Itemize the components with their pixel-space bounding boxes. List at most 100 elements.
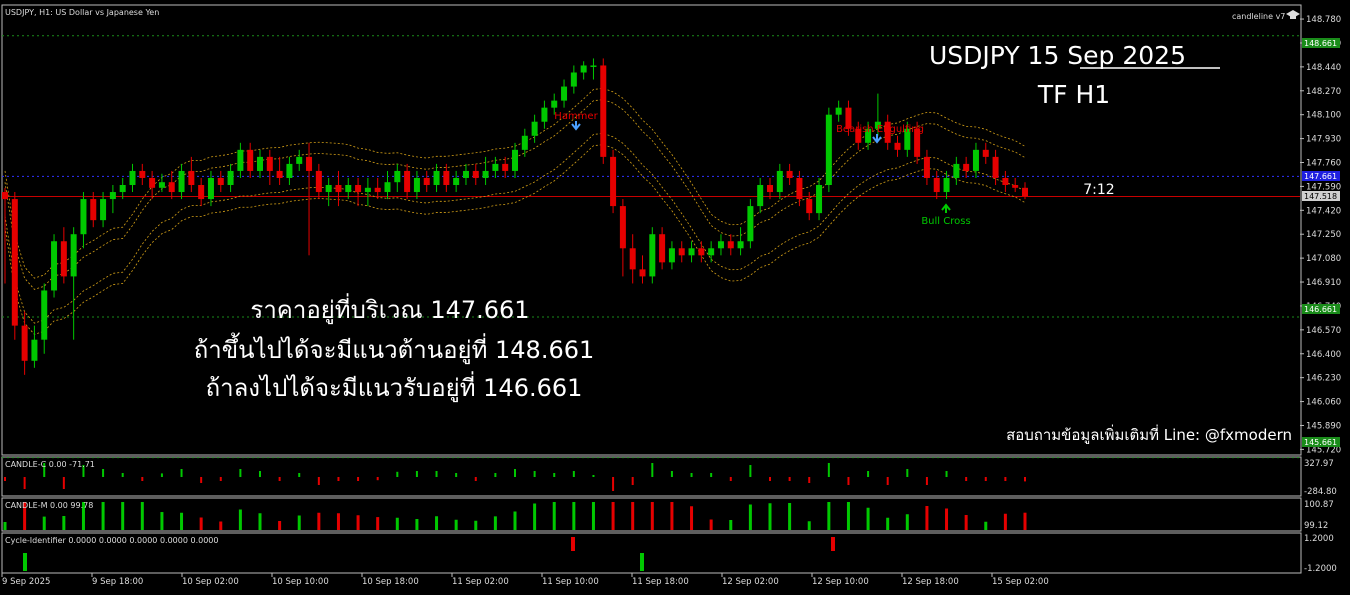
candle-c-bar [651,463,654,477]
y-tick-label: 146.060 [1306,398,1341,408]
candle-body [1022,187,1028,197]
candle-body [816,185,823,214]
cycle-top: 1.2000 [1304,534,1334,544]
candle-body [2,192,8,200]
price-tag-current: 147.518 [1302,191,1340,201]
candle-m-bar [23,502,27,530]
candle-m-bar [788,503,792,530]
candle-c-bar [1024,477,1026,482]
candle-c-bar [494,473,497,477]
thai-resistance-line: ถ้าขึ้นไปได้จะมีแนวต้านอยู่ที่ 148.661 [194,332,595,365]
candle-c-bar [612,477,615,491]
candle-m-bar [219,521,223,530]
candle-body [688,248,695,256]
x-tick-label: 10 Sep 10:00 [272,577,329,587]
candle-body [404,170,411,193]
candle-body [923,156,930,178]
candle-body [129,170,136,185]
candle-m-bar [199,517,203,530]
candle-body [678,248,685,256]
candle-m-bar [415,519,419,530]
candle-body [90,199,97,221]
candle-m-bar [866,507,870,530]
candle-m-bar [827,502,831,530]
candle-m-bar [690,506,694,530]
candle-m-bar [807,521,811,530]
candle-body [708,248,715,256]
candle-body [168,182,175,193]
y-tick-label: 147.760 [1306,159,1341,169]
candle-m-bar [474,520,478,530]
candle-c-bar [396,471,399,477]
candle-body [198,185,205,200]
candle-c-bar [43,463,46,477]
candle-c-frame [1,456,1302,497]
candle-body [306,156,313,171]
candle-c-bar [965,477,968,481]
candle-body [874,121,881,129]
candle-body [992,156,999,178]
x-tick-label: 12 Sep 18:00 [902,577,959,587]
candle-c-bar [847,477,850,485]
y-tick-label: 146.570 [1306,326,1341,336]
candle-m-bar [121,502,125,530]
overlay-title: USDJPY 15 Sep 2025 [929,41,1186,70]
candle-m-bar [180,512,184,530]
candle-body [727,241,734,249]
candle-c-bar [435,471,438,477]
cycle-bottom: -1.2000 [1304,564,1337,574]
candle-m-bar [748,504,752,530]
candle-m-bar [435,516,439,530]
candle-body [433,170,440,185]
candle-body [531,121,538,136]
candle-c-bottom: -284.80 [1304,487,1337,497]
bull-cross-label: Bull Cross [921,216,970,227]
candle-c-bar [415,471,418,477]
candle-body [227,170,234,185]
svg-text:148.661: 148.661 [1304,39,1337,48]
price-tag-support: 146.661 [1302,304,1340,314]
x-tick-label: 10 Sep 02:00 [182,577,239,587]
x-tick-label: 11 Sep 02:00 [452,577,509,587]
candle-body [639,269,646,277]
candle-m-bar [1023,512,1027,530]
candle-c-bar [984,477,987,481]
candle-c-bar [769,477,771,481]
candle-body [325,185,332,193]
candle-body [237,149,244,171]
candle-m-bar [81,502,85,530]
candle-body [286,163,293,178]
candle-m-bar [552,502,556,530]
candle-c-bar [749,465,752,477]
cycle-signal-bar [571,537,575,551]
candle-body [374,187,381,193]
candle-m-bar [572,502,576,530]
arrow-down-icon [571,121,581,131]
candle-c-bar [160,473,163,477]
candle-body [698,248,705,256]
candle-body [561,86,568,101]
candle-c-bar [592,475,595,477]
svg-text:147.518: 147.518 [1304,192,1337,201]
x-tick-label: 9 Sep 2025 [2,577,50,587]
candle-body [904,128,911,150]
candle-c-bar [925,477,928,485]
candle-body [492,163,499,171]
candle-c-bar [808,477,811,483]
candle-c-bar [23,477,26,489]
candle-body [276,170,283,178]
candle-m-bar [768,503,772,530]
candle-body [668,248,675,263]
x-tick-label: 15 Sep 02:00 [992,577,1049,587]
candle-body [776,170,783,193]
candle-m-bar [395,517,399,530]
candle-body [590,65,597,67]
candle-m-bar [493,516,497,530]
x-tick-label: 11 Sep 10:00 [542,577,599,587]
price-tag-blue: 147.661 [1302,171,1340,181]
candle-c-bar [4,477,6,481]
candle-c-bar [200,477,203,483]
candle-body [100,199,107,221]
candle-body [1012,185,1019,188]
